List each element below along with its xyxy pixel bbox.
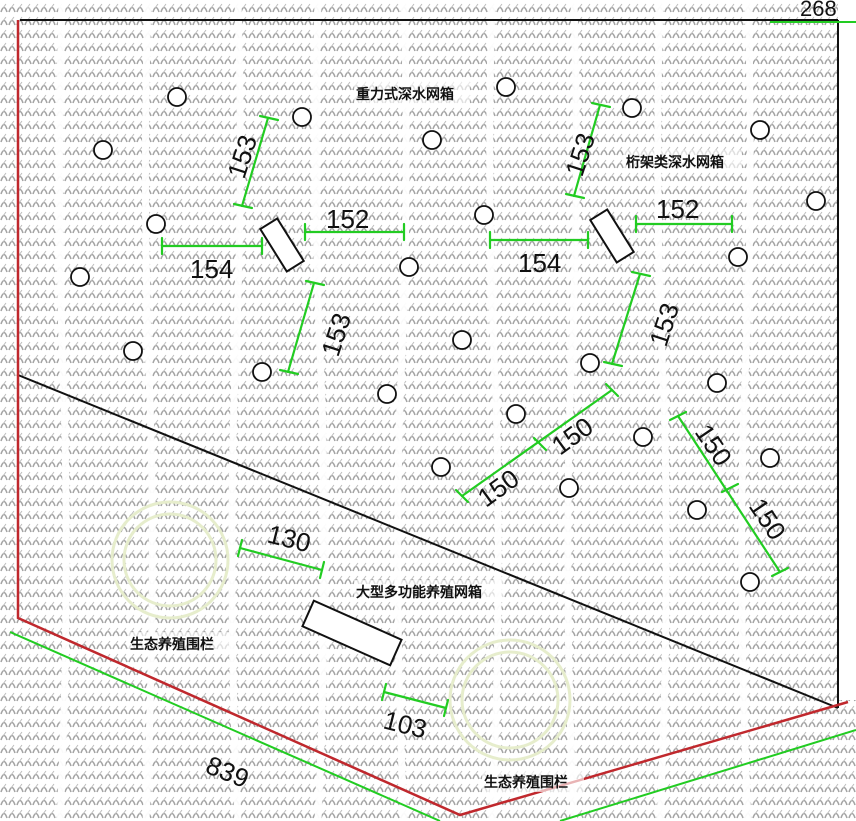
buoy-circle bbox=[399, 257, 419, 277]
dim-152a: 152 bbox=[326, 204, 369, 234]
buoy-circle bbox=[93, 140, 113, 160]
buoy-circle bbox=[760, 448, 780, 468]
label-eco-fence-right: 生态养殖围栏 bbox=[484, 774, 568, 791]
dim-top-right: 268 bbox=[800, 0, 837, 21]
buoy-circle bbox=[633, 427, 653, 447]
buoy-circle bbox=[452, 330, 472, 350]
buoy-circle bbox=[292, 107, 312, 127]
buoy-circle bbox=[377, 384, 397, 404]
eco-fence-left bbox=[110, 500, 230, 620]
outer-dimension-lines bbox=[9, 21, 856, 821]
buoy-circle bbox=[496, 77, 516, 97]
dim-154b: 154 bbox=[518, 248, 561, 278]
buoy-circle bbox=[506, 404, 526, 424]
buoy-circle bbox=[622, 98, 642, 118]
sea-area-boundary bbox=[16, 20, 849, 817]
buoy-circle bbox=[252, 362, 272, 382]
buoy-circle bbox=[422, 130, 442, 150]
label-gravity-cage: 重力式深水网箱 bbox=[356, 86, 454, 103]
buoy-circle bbox=[123, 341, 143, 361]
zone-labels: 重力式深水网箱 桁架类深水网箱 大型多功能养殖网箱 生态养殖围栏 生态养殖围栏 bbox=[128, 82, 742, 792]
buoy-circle bbox=[580, 353, 600, 373]
outer-margin bbox=[838, 0, 856, 700]
dim-152b: 152 bbox=[656, 194, 699, 224]
label-eco-fence-left: 生态养殖围栏 bbox=[130, 636, 214, 653]
buoy-circle bbox=[687, 500, 707, 520]
buoy-circle bbox=[750, 120, 770, 140]
buoy-circle bbox=[707, 373, 727, 393]
buoy-circle bbox=[431, 457, 451, 477]
buoy-circle bbox=[806, 191, 826, 211]
dim-154a: 154 bbox=[190, 254, 233, 284]
large-multi-cage-box bbox=[301, 599, 403, 667]
dimension-lines bbox=[160, 101, 790, 718]
buoy-circle bbox=[559, 478, 579, 498]
platform-right bbox=[588, 208, 636, 264]
cage-buoys bbox=[70, 77, 826, 592]
buoy-circle bbox=[167, 87, 187, 107]
platforms bbox=[258, 208, 636, 667]
buoy-circle bbox=[70, 267, 90, 287]
buoy-circle bbox=[474, 205, 494, 225]
label-truss-cage: 桁架类深水网箱 bbox=[626, 154, 724, 171]
buoy-circle bbox=[728, 247, 748, 267]
platform-left bbox=[258, 217, 306, 273]
label-large-multi-cage: 大型多功能养殖网箱 bbox=[356, 584, 482, 601]
buoy-circle bbox=[740, 572, 760, 592]
buoy-circle bbox=[146, 214, 166, 234]
eco-fence-right bbox=[448, 638, 572, 762]
